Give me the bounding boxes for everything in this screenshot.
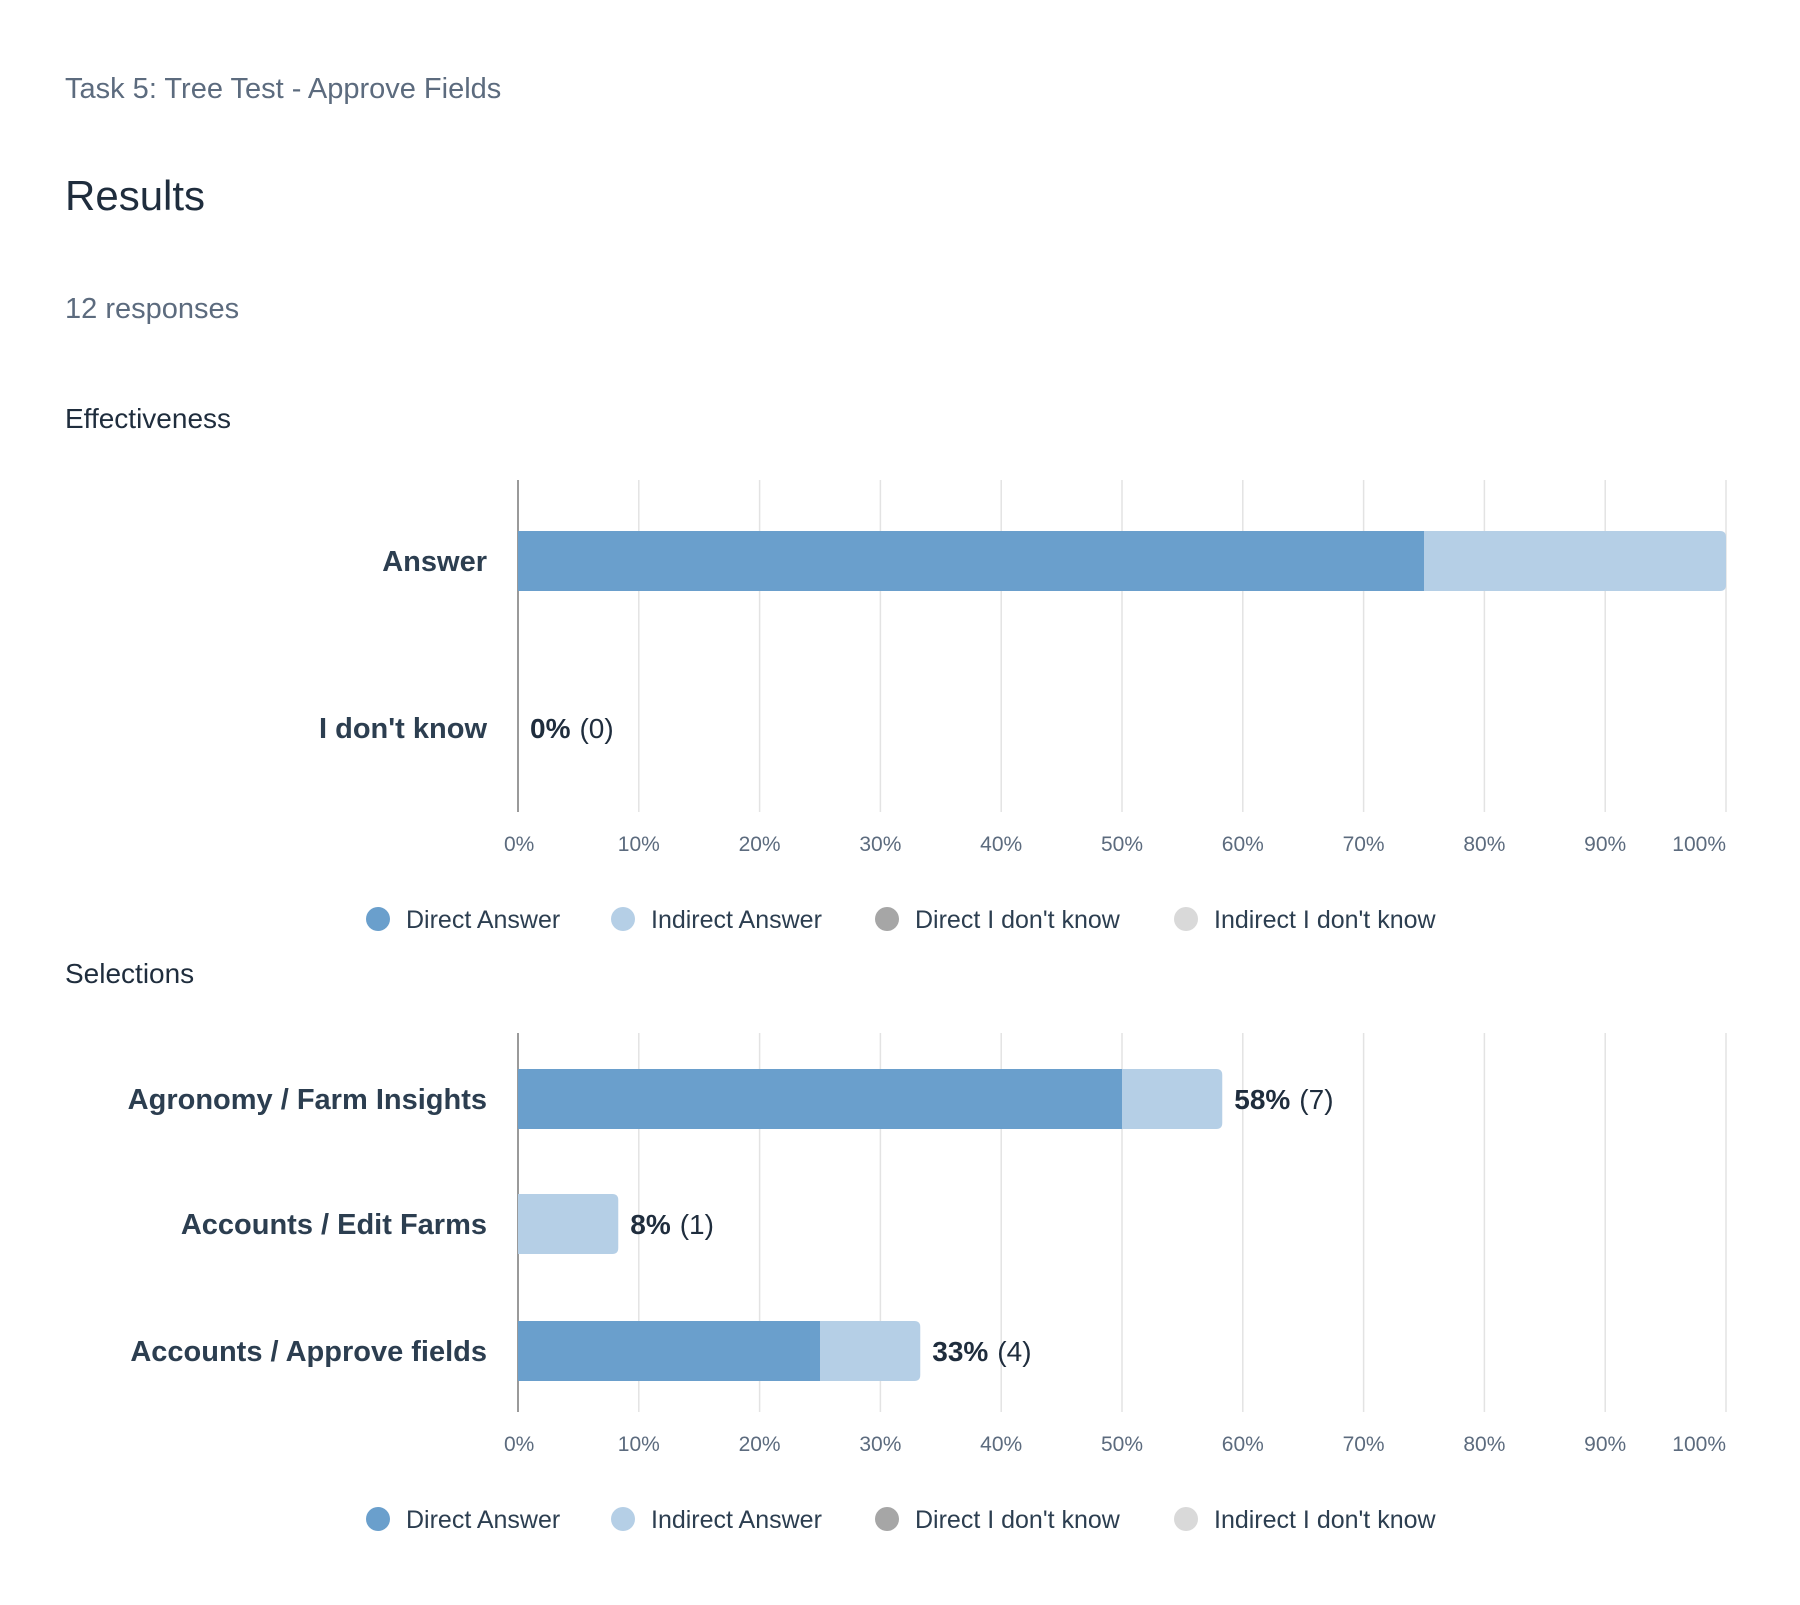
legend-label: Indirect I don't know (1214, 906, 1437, 934)
category-label: Accounts / Approve fields (130, 1336, 487, 1368)
value-count: (1) (680, 1209, 714, 1240)
task-title: Task 5: Tree Test - Approve Fields (65, 73, 502, 105)
value-percent: 33% (932, 1336, 988, 1367)
x-tick-label: 40% (980, 833, 1022, 856)
x-tick-label: 10% (618, 1433, 660, 1456)
legend-marker (1174, 907, 1198, 931)
legend-label: Indirect Answer (651, 1506, 822, 1534)
value-count: (4) (997, 1336, 1031, 1367)
value-label: 33% (4) (932, 1336, 1031, 1367)
bar-segment[interactable] (518, 1321, 820, 1381)
category-label: Answer (382, 546, 487, 578)
legend-label: Direct I don't know (915, 906, 1121, 934)
x-tick-label: 0% (504, 833, 534, 856)
value-label: 8% (1) (630, 1209, 714, 1240)
selections-chart: 0% 10% 20% 30% 40% 50% 60% 70% 80% 90% 100% Agronom… (128, 1033, 1727, 1534)
value-percent: 8% (630, 1209, 671, 1240)
value-percent: 0% (530, 713, 571, 744)
x-tick-label: 40% (980, 1433, 1022, 1456)
legend-marker (611, 1507, 635, 1531)
value-label: 0% (0) (530, 713, 614, 744)
x-tick-label: 30% (859, 833, 901, 856)
legend-marker (875, 907, 899, 931)
legend-label: Indirect I don't know (1214, 1506, 1437, 1534)
x-tick-label: 90% (1584, 1433, 1626, 1456)
bar-segment[interactable] (1122, 1069, 1223, 1129)
legend-label: Indirect Answer (651, 906, 822, 934)
legend-label: Direct I don't know (915, 1506, 1121, 1534)
x-tick-label: 60% (1222, 1433, 1264, 1456)
legend-marker (366, 1507, 390, 1531)
legend-marker (875, 1507, 899, 1531)
x-tick-label: 60% (1222, 833, 1264, 856)
responses-count: 12 responses (65, 293, 240, 325)
results-heading: Results (65, 172, 206, 219)
x-tick-label: 80% (1463, 1433, 1505, 1456)
x-tick-label: 30% (859, 1433, 901, 1456)
x-tick-label: 50% (1101, 1433, 1143, 1456)
category-label: Accounts / Edit Farms (181, 1209, 487, 1241)
x-tick-label: 0% (504, 1433, 534, 1456)
effectiveness-chart: 0% 10% 20% 30% 40% 50% 60% 70% 80% 90% 100% Answer I… (319, 480, 1727, 934)
x-tick-label: 90% (1584, 833, 1626, 856)
legend-marker (1174, 1507, 1198, 1531)
x-tick-label: 50% (1101, 833, 1143, 856)
x-tick-label: 70% (1343, 833, 1385, 856)
legend-label: Direct Answer (406, 906, 560, 934)
category-label: Agronomy / Farm Insights (128, 1084, 487, 1116)
bar-segment[interactable] (518, 1194, 619, 1254)
bar-segment[interactable] (518, 531, 1424, 591)
value-label: 58% (7) (1234, 1084, 1333, 1115)
x-tick-label: 70% (1343, 1433, 1385, 1456)
legend-marker (611, 907, 635, 931)
bar-segment[interactable] (820, 1321, 921, 1381)
bar-segment[interactable] (1424, 531, 1726, 591)
value-count: (0) (579, 713, 613, 744)
x-tick-label: 100% (1672, 1433, 1726, 1456)
value-percent: 58% (1234, 1084, 1290, 1115)
x-tick-label: 20% (739, 833, 781, 856)
x-tick-label: 100% (1672, 833, 1726, 856)
legend-marker (366, 907, 390, 931)
selections-title: Selections (65, 958, 195, 989)
effectiveness-title: Effectiveness (65, 403, 232, 434)
x-tick-label: 80% (1463, 833, 1505, 856)
bar-segment[interactable] (518, 1069, 1122, 1129)
x-tick-label: 10% (618, 833, 660, 856)
legend-label: Direct Answer (406, 1506, 560, 1534)
x-tick-label: 20% (739, 1433, 781, 1456)
category-label: I don't know (319, 713, 487, 745)
value-count: (7) (1299, 1084, 1333, 1115)
